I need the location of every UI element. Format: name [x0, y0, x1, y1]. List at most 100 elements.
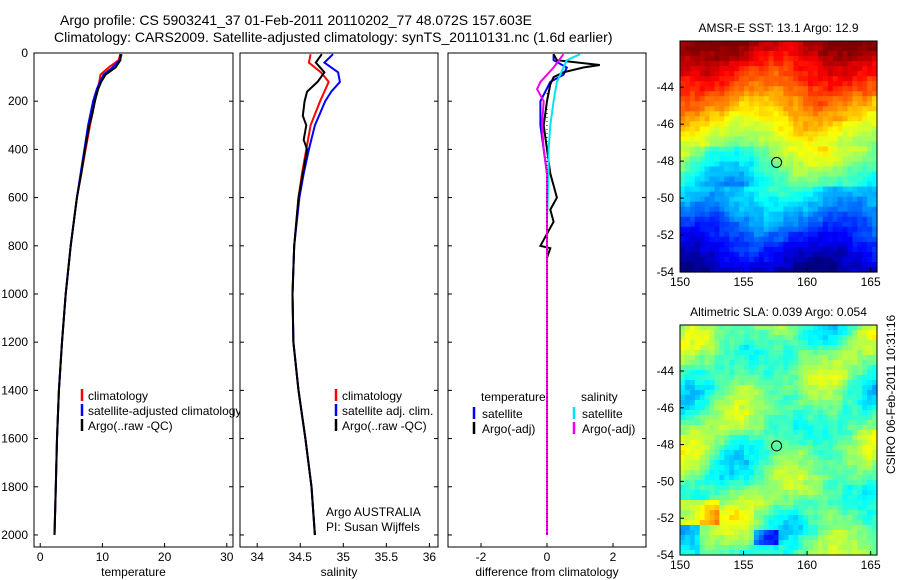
heatmap-cell [763, 360, 770, 366]
heatmap-cell [753, 370, 760, 376]
heatmap-cell [763, 325, 770, 331]
heatmap-cell [773, 41, 780, 47]
heatmap-cell [768, 56, 775, 62]
heatmap-cell [793, 146, 799, 153]
heatmap-cell [842, 267, 848, 273]
heatmap-cell [744, 267, 750, 273]
heatmap-cell [867, 61, 873, 67]
heatmap-cell [832, 191, 839, 198]
heatmap-cell [753, 415, 760, 421]
heatmap-cell [867, 51, 873, 57]
heatmap-cell [749, 267, 755, 273]
heatmap-cell [749, 56, 755, 62]
heatmap-cell [709, 251, 715, 258]
heatmap-cell [808, 61, 814, 67]
heatmap-cell [758, 156, 765, 163]
heatmap-cell [822, 470, 829, 476]
heatmap-cell [744, 56, 750, 62]
heatmap-cell [808, 455, 814, 461]
legend-label: Argo(..raw -QC) [88, 419, 173, 433]
heatmap-cell [773, 156, 780, 163]
heatmap-cell [857, 350, 863, 356]
heatmap-cell [837, 111, 844, 117]
heatmap-cell [808, 475, 814, 481]
heatmap-cell [862, 550, 868, 556]
heatmap-cell [808, 520, 814, 526]
heatmap-cell [744, 181, 750, 188]
heatmap-cell [788, 525, 794, 531]
heatmap-cell [813, 171, 819, 178]
heatmap-cell [744, 490, 750, 496]
heatmap-cell [744, 196, 750, 203]
heatmap-cell [798, 350, 804, 356]
heatmap-cell [872, 61, 878, 67]
heatmap-cell [749, 515, 755, 521]
heatmap-cell [758, 540, 765, 546]
heatmap-cell [763, 480, 770, 486]
heatmap-cell [872, 161, 878, 168]
heatmap-cell [744, 126, 750, 132]
heatmap-cell [813, 345, 819, 351]
legend-label: Argo(..raw -QC) [342, 419, 427, 433]
heatmap-cell [788, 146, 794, 153]
heatmap-cell [734, 470, 740, 476]
heatmap-cell [867, 430, 873, 436]
heatmap-cell [680, 500, 686, 506]
heatmap-cell [763, 96, 770, 102]
heatmap-cell [857, 66, 863, 72]
heatmap-cell [739, 415, 745, 421]
heatmap-cell [739, 166, 745, 173]
heatmap-cell [783, 171, 789, 178]
heatmap-cell [783, 96, 789, 102]
heatmap-cell [793, 106, 799, 112]
heatmap-cell [753, 106, 760, 112]
heatmap-cell [862, 211, 868, 218]
heatmap-cell [704, 241, 711, 248]
heatmap-cell [798, 550, 804, 556]
heatmap-cell [793, 345, 799, 351]
heatmap-cell [724, 395, 730, 401]
heatmap-cell [783, 216, 789, 223]
heatmap-cell [847, 81, 853, 87]
heatmap-cell [773, 430, 780, 436]
heatmap-cell [768, 340, 775, 346]
heatmap-cell [689, 435, 696, 441]
heatmap-cell [768, 445, 775, 451]
heatmap-cell [813, 121, 819, 127]
heatmap-cell [857, 161, 863, 168]
heatmap-cell [872, 76, 878, 82]
heatmap-cell [729, 61, 735, 67]
heatmap-cell [842, 166, 848, 173]
heatmap-cell [847, 61, 853, 67]
heatmap-cell [709, 191, 715, 198]
heatmap-cell [719, 131, 725, 137]
y-tick-label: -46 [657, 401, 675, 415]
heatmap-cell [798, 126, 804, 132]
heatmap-cell [793, 335, 799, 341]
heatmap-cell [793, 166, 799, 173]
heatmap-cell [763, 206, 770, 213]
heatmap-cell [768, 116, 775, 122]
heatmap-cell [778, 41, 784, 47]
heatmap-cell [763, 550, 770, 556]
heatmap-cell [768, 400, 775, 406]
heatmap-cell [694, 46, 701, 52]
heatmap-cell [749, 151, 755, 158]
heatmap-cell [808, 500, 814, 506]
heatmap-cell [783, 345, 789, 351]
heatmap-cell [808, 241, 814, 248]
heatmap-cell [734, 340, 740, 346]
heatmap-cell [719, 390, 725, 396]
heatmap-cell [694, 141, 701, 147]
heatmap-cell [773, 131, 780, 137]
heatmap-cell [867, 540, 873, 546]
heatmap-cell [719, 435, 725, 441]
heatmap-cell [847, 246, 853, 253]
heatmap-cell [798, 131, 804, 137]
heatmap-cell [788, 181, 794, 188]
heatmap-cell [694, 186, 701, 193]
heatmap-cell [734, 520, 740, 526]
heatmap-cell [744, 146, 750, 153]
heatmap-cell [680, 490, 686, 496]
heatmap-cell [798, 385, 804, 391]
